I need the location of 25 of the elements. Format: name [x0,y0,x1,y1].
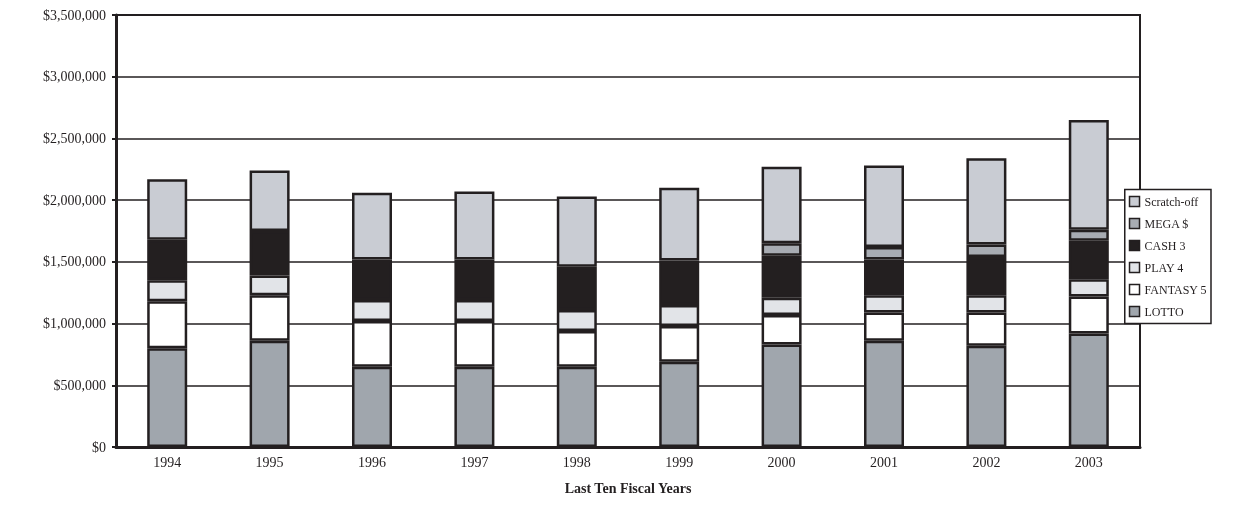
legend-label: CASH 3 [1144,238,1186,253]
x-tick-label: 1998 [562,454,591,470]
y-tick-label: $0 [92,439,106,455]
legend-label: LOTTO [1144,304,1184,319]
y-tick-label: $1,000,000 [43,316,106,332]
x-tick-label: 2000 [767,454,796,470]
legend-label: FANTASY 5 [1144,282,1207,297]
x-tick-label: 2002 [972,454,1001,470]
y-tick-label: $500,000 [53,377,106,393]
x-tick-label: 1997 [460,454,489,470]
x-tick-label: 2001 [870,454,898,470]
y-tick-label: $3,500,000 [43,7,106,23]
x-tick-label: 1995 [255,454,284,470]
y-tick-label: $3,000,000 [43,69,106,85]
legend-label: PLAY 4 [1144,260,1184,275]
legend-label: MEGA $ [1144,216,1189,231]
x-tick-label: 1994 [153,454,182,470]
y-tick-label: $2,500,000 [43,130,106,146]
x-axis-title: Last Ten Fiscal Years [564,480,692,496]
x-tick-label: 1999 [665,454,694,470]
y-tick-label: $2,000,000 [43,192,106,208]
x-tick-label: 1996 [358,454,386,470]
x-tick-label: 2003 [1074,454,1103,470]
legend-label: Scratch-off [1144,194,1199,209]
y-tick-label: $1,500,000 [43,254,106,270]
